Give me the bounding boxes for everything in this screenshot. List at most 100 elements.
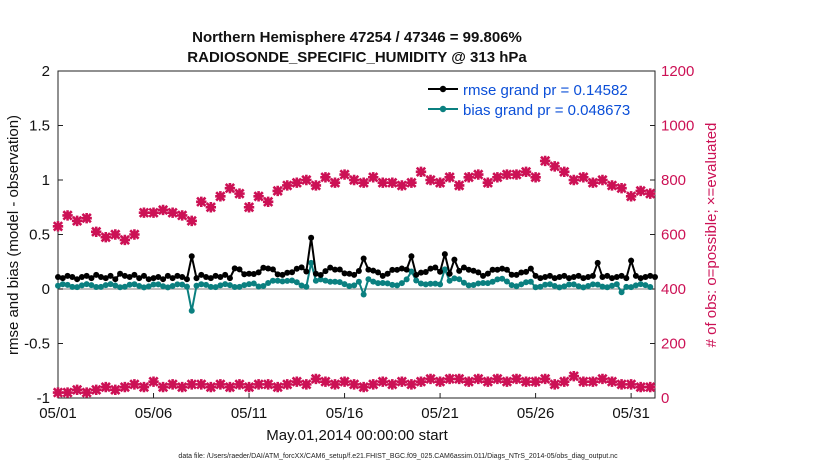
rmse-point	[451, 256, 458, 263]
evaluated-obs-point	[625, 379, 637, 390]
bias-point	[398, 280, 405, 287]
rmse-point	[155, 274, 162, 281]
possible-obs-point	[215, 191, 226, 202]
evaluated-obs-point	[415, 376, 427, 387]
rmse-point	[398, 265, 405, 272]
evaluated-obs-point	[501, 376, 513, 387]
bias-point	[537, 283, 544, 290]
evaluated-obs-point	[167, 379, 178, 390]
evaluated-obs-point	[511, 373, 522, 385]
legend-rmse-label: rmse grand pr = 0.14582	[463, 82, 628, 99]
rmse-point	[456, 267, 463, 274]
possible-obs-point	[224, 182, 236, 194]
bias-point	[284, 277, 291, 284]
evaluated-obs-point	[463, 376, 474, 387]
rmse-point	[561, 272, 568, 279]
rmse-point	[188, 253, 195, 260]
bias-point	[632, 282, 639, 289]
bias-point	[121, 283, 128, 290]
rmse-point	[374, 269, 381, 276]
possible-obs-point	[71, 215, 83, 227]
possible-obs-point	[606, 180, 618, 191]
possible-obs-point	[62, 210, 73, 221]
evaluated-obs-point	[243, 381, 255, 393]
bias-point	[389, 281, 396, 288]
possible-obs-point	[511, 169, 522, 180]
rmse-point	[193, 275, 200, 282]
possible-obs-point	[645, 188, 656, 199]
rmse-point	[140, 272, 147, 279]
bias-point	[317, 276, 324, 283]
bias-point	[599, 283, 606, 290]
y-right-tick-label: 400	[661, 281, 686, 298]
rmse-point	[246, 270, 253, 277]
bias-point	[379, 280, 386, 287]
possible-obs-point	[282, 180, 293, 191]
y-tick-label: -0.5	[24, 336, 50, 353]
possible-obs-point	[243, 202, 255, 213]
evaluated-obs-point	[597, 373, 608, 385]
possible-obs-point	[539, 155, 551, 167]
bias-point	[422, 281, 429, 288]
rmse-point	[150, 275, 157, 282]
bias-point	[279, 278, 286, 285]
possible-obs-point	[368, 172, 379, 183]
possible-obs-point	[635, 185, 646, 197]
evaluated-obs-point	[578, 376, 589, 387]
rmse-series	[55, 234, 658, 283]
evaluated-obs-point	[157, 381, 169, 393]
x-tick-label: 05/01	[39, 405, 77, 422]
rmse-point	[250, 270, 257, 277]
evaluated-obs-point	[176, 381, 188, 393]
evaluated-obs-point	[425, 373, 436, 385]
bias-point	[226, 282, 233, 289]
bias-point	[140, 284, 147, 291]
y-right-tick-label: 800	[661, 172, 686, 189]
rmse-point	[145, 276, 152, 283]
rmse-point	[59, 275, 66, 282]
rmse-point	[327, 264, 334, 271]
evaluated-obs-point	[253, 379, 264, 390]
bias-point	[83, 281, 90, 288]
possible-obs-point	[578, 172, 589, 183]
possible-obs-point	[52, 221, 64, 232]
possible-obs-point	[597, 174, 608, 186]
evaluated-obs-point	[492, 373, 503, 385]
evaluated-obs-point	[482, 376, 494, 387]
evaluated-obs-point	[320, 376, 331, 387]
possible-obs-point	[301, 174, 312, 186]
evaluated-obs-point	[444, 373, 455, 385]
bias-point	[623, 283, 630, 290]
rmse-point	[317, 271, 324, 278]
bias-point	[308, 259, 315, 266]
bias-point	[64, 281, 71, 288]
possible-obs-point	[473, 169, 484, 180]
possible-obs-point	[291, 177, 302, 188]
rmse-point	[403, 266, 410, 273]
evaluated-obs-point	[138, 381, 150, 393]
possible-obs-point	[358, 177, 369, 188]
possible-obs-point	[272, 185, 283, 197]
rmse-point	[542, 274, 549, 281]
bias-point	[289, 277, 296, 284]
rmse-point	[446, 270, 453, 277]
bias-point	[484, 280, 491, 287]
evaluated-obs-point	[568, 371, 580, 382]
bias-point	[312, 277, 319, 284]
evaluated-obs-point	[387, 379, 398, 390]
rmse-point	[628, 257, 635, 264]
evaluated-obs-point	[645, 381, 656, 393]
rmse-point	[107, 272, 114, 279]
possible-obs-point	[348, 174, 360, 186]
evaluated-obs-point	[358, 381, 369, 393]
series-layer	[52, 155, 658, 398]
bias-point	[222, 281, 229, 288]
rmse-point	[503, 266, 510, 273]
rmse-point	[523, 268, 530, 275]
bias-point	[336, 279, 343, 286]
rmse-point	[637, 275, 644, 282]
possible-obs-point	[148, 207, 159, 218]
bias-point	[408, 268, 415, 275]
bias-point	[136, 282, 143, 289]
